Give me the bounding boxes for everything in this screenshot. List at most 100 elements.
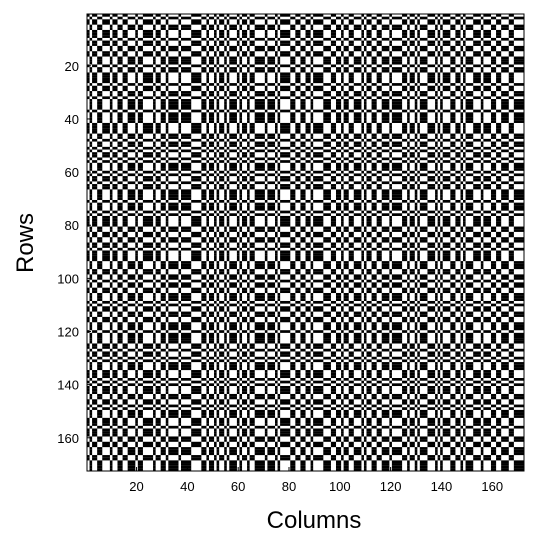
heatmap-cell-run [160,181,166,185]
heatmap-cell-run [109,106,113,110]
heatmap-cell-run [206,21,210,25]
heatmap-cell-run [216,247,220,251]
heatmap-cell-run [381,136,390,139]
heatmap-cell-run [239,189,243,193]
heatmap-cell-run [371,24,377,28]
heatmap-cell-run [264,242,268,246]
heatmap-cell-run [300,277,306,280]
heatmap-cell-run [310,261,314,264]
heatmap-cell-run [490,274,497,278]
heatmap-cell-run [142,199,154,203]
heatmap-cell-run [280,32,291,36]
heatmap-cell-run [391,237,403,240]
heatmap-cell-run [102,242,110,246]
heatmap-cell-run [168,136,179,139]
heatmap-cell-run [109,24,113,28]
heatmap-cell-run [208,282,215,286]
heatmap-cell-run [181,99,192,102]
heatmap-cell-run [229,136,237,139]
heatmap-cell-run [219,85,225,89]
heatmap-cell-run [391,101,403,105]
heatmap-cell-run [300,59,306,62]
heatmap-cell-run [455,223,461,227]
heatmap-cell-run [142,75,154,78]
heatmap-cell-run [305,176,311,179]
heatmap-cell-run [142,234,154,238]
heatmap-cell-run [153,136,156,139]
heatmap-cell-run [371,136,377,139]
heatmap-cell-run [267,114,276,118]
heatmap-cell-run [236,19,240,23]
heatmap-cell-run [142,43,154,46]
heatmap-cell-run [455,300,461,304]
heatmap-cell-run [402,300,408,304]
heatmap-cell-run [310,59,314,62]
heatmap-cell-run [97,205,103,209]
heatmap-cell-run [407,229,410,232]
heatmap-cell-run [135,319,138,323]
heatmap-cell-run [112,160,118,163]
heatmap-cell-run [496,210,502,214]
heatmap-cell-run [480,205,484,209]
heatmap-cell-run [300,133,306,137]
heatmap-cell-run [165,234,169,238]
heatmap-cell-run [300,165,306,169]
heatmap-cell-run [440,61,443,65]
heatmap-cell-run [305,80,311,84]
heatmap-cell-run [442,231,451,235]
heatmap-cell-run [247,189,250,193]
heatmap-cell-run [366,308,372,312]
heatmap-cell-run [219,306,225,309]
heatmap-cell-run [165,85,169,89]
heatmap-cell-run [348,40,354,44]
heatmap-cell-run [181,194,192,198]
heatmap-cell-run [335,229,342,232]
heatmap-cell-run [348,72,354,76]
heatmap-cell-run [371,162,377,166]
heatmap-cell-run [92,14,98,17]
heatmap-cell-run [206,14,210,17]
heatmap-cell-run [208,48,215,52]
heatmap-cell-run [214,176,217,179]
heatmap-cell-run [241,199,248,203]
heatmap-cell-run [381,173,390,177]
heatmap-cell-run [241,308,248,312]
heatmap-cell-run [508,130,514,134]
heatmap-cell-run [137,48,143,52]
heatmap-cell-run [165,269,169,272]
heatmap-cell-run [165,35,169,38]
heatmap-cell-run [247,157,250,161]
heatmap-cell-run [305,258,311,262]
heatmap-cell-run [376,109,382,113]
heatmap-cell-run [216,149,220,153]
heatmap-cell-run [414,114,418,118]
heatmap-cell-run [483,279,492,283]
heatmap-cell-run [490,213,497,216]
heatmap-cell-run [414,133,418,137]
heatmap-cell-run [323,61,331,65]
heatmap-cell-run [117,237,123,240]
heatmap-cell-run [513,67,525,70]
heatmap-cell-run [153,149,156,153]
heatmap-cell-run [389,96,392,100]
heatmap-cell-run [109,83,113,86]
heatmap-cell-run [155,122,161,126]
heatmap-cell-run [366,122,372,126]
heatmap-cell-run [450,149,456,153]
heatmap-cell-run [155,269,161,272]
heatmap-cell-run [214,231,217,235]
heatmap-cell-run [473,64,481,68]
heatmap-cell-run [480,263,484,267]
heatmap-cell-run [160,59,166,62]
heatmap-cell-run [391,181,403,185]
heatmap-cell-run [168,205,179,209]
heatmap-cell-run [155,253,161,256]
heatmap-cell-run [361,14,364,17]
heatmap-cell-run [455,186,461,190]
heatmap-cell-run [229,99,237,102]
heatmap-cell-run [226,223,230,227]
heatmap-cell-run [501,239,509,243]
heatmap-cell-run [275,199,278,203]
heatmap-cell-run [366,40,372,44]
heatmap-cell-run [442,242,451,246]
